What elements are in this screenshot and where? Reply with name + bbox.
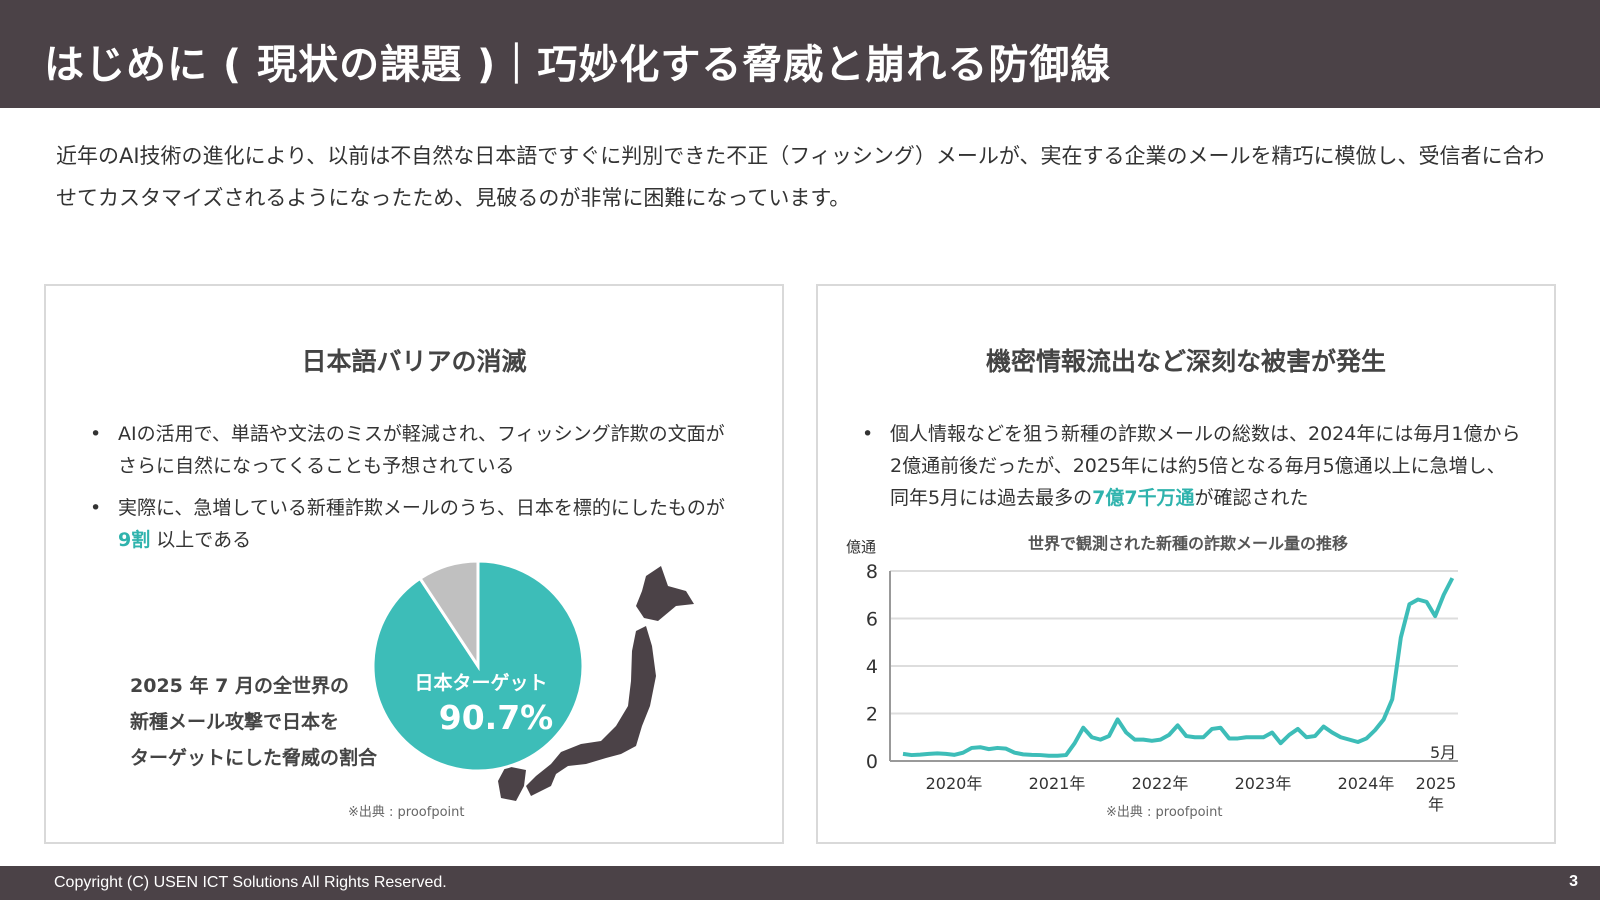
- y-axis-unit: 億通: [846, 538, 877, 556]
- chart-title: 世界で観測された新種の詐欺メール量の推移: [1027, 534, 1348, 553]
- caption-line: 新種メール攻撃で日本を: [130, 711, 340, 733]
- x-tick-label: 2022年: [1132, 774, 1189, 793]
- card-damage: 機密情報流出など深刻な被害が発生 個人情報などを狙う新種の詐欺メールの総数は、2…: [816, 284, 1556, 844]
- bullet-list: 個人情報などを狙う新種の詐欺メールの総数は、2024年には毎月1億から2億通前後…: [862, 418, 1522, 524]
- highlight-text: 9割: [118, 529, 151, 551]
- bullet-list: AIの活用で、単語や文法のミスが軽減され、フィッシング詐欺の文面がさらに自然にな…: [90, 418, 740, 566]
- pie-map-graphic: [371, 559, 694, 801]
- y-tick-label: 6: [866, 609, 878, 631]
- source-note: ※出典 : proofpoint: [348, 805, 465, 820]
- card-title: 機密情報流出など深刻な被害が発生: [985, 347, 1386, 376]
- copyright: Copyright (C) USEN ICT Solutions All Rig…: [54, 874, 447, 891]
- x-tick-label: 年: [1428, 795, 1444, 814]
- y-tick-label: 0: [866, 751, 878, 773]
- bullet-text: 以上である: [150, 529, 252, 551]
- japan-map: [498, 566, 694, 801]
- x-tick-label: 2023年: [1235, 774, 1292, 793]
- x-tick-label: 2020年: [926, 774, 983, 793]
- annotation-label: 5月: [1430, 743, 1456, 762]
- slide-header: はじめに ( 現状の課題 )｜巧妙化する脅威と崩れる防御線: [0, 0, 1600, 108]
- x-tick-label: 2021年: [1029, 774, 1086, 793]
- y-tick-label: 4: [866, 656, 878, 678]
- page-number: 3: [1569, 873, 1578, 890]
- bullet-item: AIの活用で、単語や文法のミスが軽減され、フィッシング詐欺の文面がさらに自然にな…: [90, 418, 740, 482]
- card-title: 日本語バリアの消滅: [301, 347, 527, 376]
- caption-line: 2025 年 7 月の全世界の: [130, 675, 349, 697]
- slide-title: はじめに ( 現状の課題 )｜巧妙化する脅威と崩れる防御線: [44, 42, 1112, 88]
- pie-chart: [371, 559, 585, 773]
- card-japan-barrier: 日本語バリアの消滅 AIの活用で、単語や文法のミスが軽減され、フィッシング詐欺の…: [44, 284, 784, 844]
- bullet-item: 実際に、急増している新種詐欺メールのうち、日本を標的にしたものが 9割 以上であ…: [90, 492, 740, 556]
- source-note: ※出典 : proofpoint: [1106, 805, 1223, 820]
- pie-caption: 2025 年 7 月の全世界の 新種メール攻撃で日本を ターゲットにした脅威の割…: [130, 668, 377, 776]
- y-tick-label: 2: [866, 704, 878, 726]
- series-line: [902, 577, 1455, 758]
- pie-slice: [417, 559, 480, 671]
- x-tick-label: 2024年: [1338, 774, 1395, 793]
- y-tick-label: 8: [866, 561, 878, 583]
- line-chart: 0 2 4 6 8 2020年 2021年 2022年 2023年 2024年 2025 年 5月: [866, 561, 1458, 814]
- bullet-text: 実際に、急増している新種詐欺メールのうち、日本を標的にしたものが: [118, 497, 725, 519]
- bullet-item: 個人情報などを狙う新種の詐欺メールの総数は、2024年には毎月1億から2億通前後…: [862, 418, 1522, 514]
- bullet-text: が確認された: [1194, 487, 1309, 509]
- bullet-text: 個人情報などを狙う新種の詐欺メールの総数は、2024年には毎月1億から2億通前後…: [890, 423, 1521, 509]
- pie-value: 90.7%: [438, 698, 554, 737]
- highlight-text: 7億7千万通: [1092, 487, 1195, 509]
- pie-label: 日本ターゲット: [414, 672, 548, 694]
- caption-line: ターゲットにした脅威の割合: [130, 747, 378, 769]
- footer: Copyright (C) USEN ICT Solutions All Rig…: [0, 866, 1600, 900]
- intro-text: 近年のAI技術の進化により、以前は不自然な日本語ですぐに判別できた不正（フィッシ…: [56, 144, 1545, 210]
- x-tick-label: 2025: [1416, 774, 1457, 793]
